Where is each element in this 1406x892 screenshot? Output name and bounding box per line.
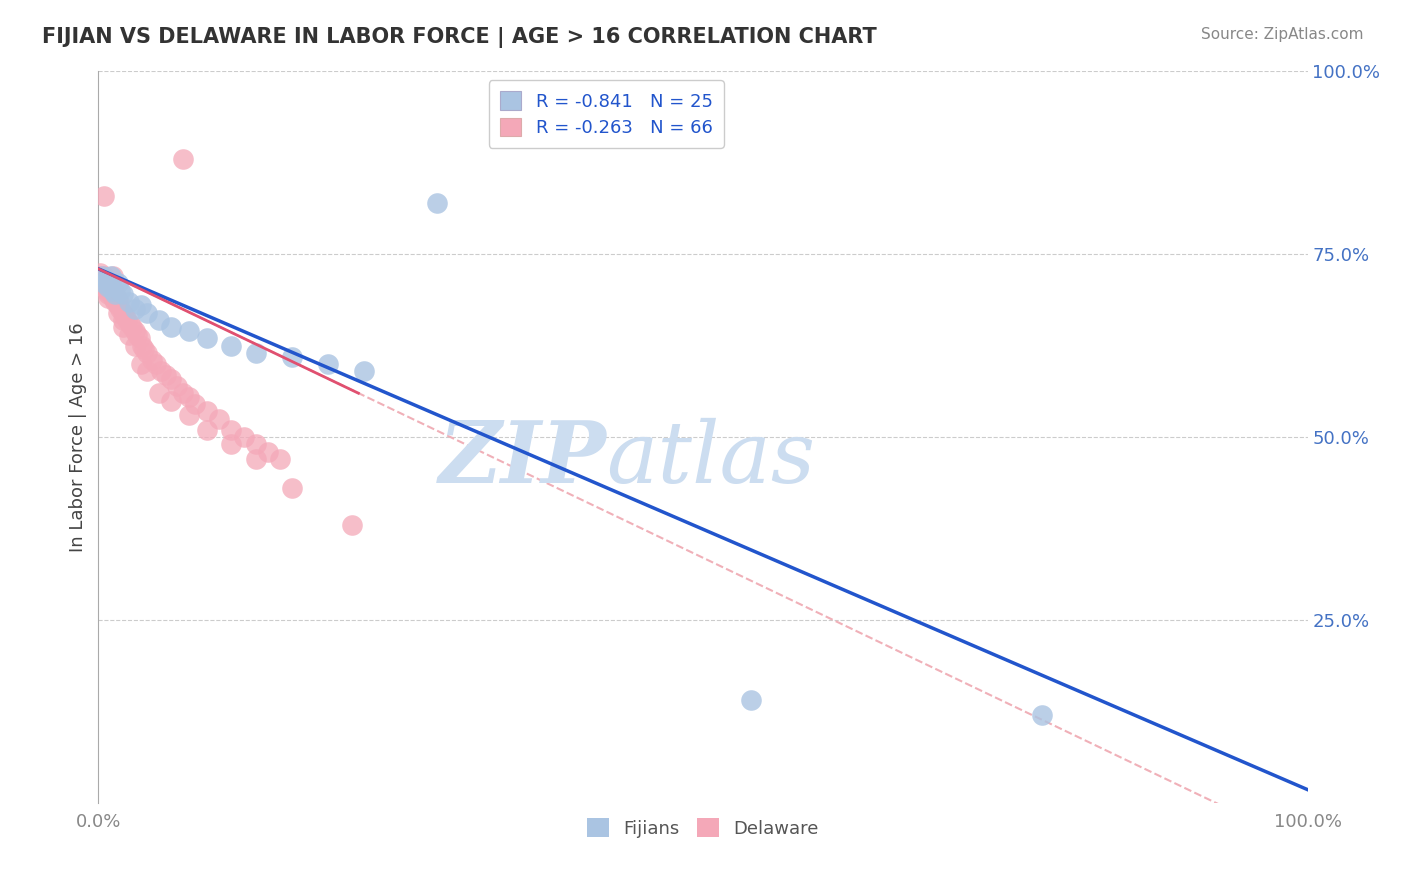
Point [145, 357, 167, 371]
Point [281, 350, 304, 364]
Point [148, 313, 170, 327]
Point [172, 386, 194, 401]
Point [195, 331, 218, 345]
Point [111, 320, 134, 334]
Point [97, 291, 120, 305]
Point [179, 324, 201, 338]
Point [101, 269, 124, 284]
Point [221, 437, 243, 451]
Point [107, 277, 129, 291]
Point [100, 277, 122, 291]
Point [245, 452, 267, 467]
Point [1031, 708, 1053, 723]
Y-axis label: In Labor Force | Age > 16: In Labor Force | Age > 16 [69, 322, 87, 552]
Point [90, 269, 112, 284]
Point [104, 294, 127, 309]
Point [93, 277, 115, 291]
Point [134, 343, 156, 357]
Text: FIJIAN VS DELAWARE IN LABOR FORCE | AGE > 16 CORRELATION CHART: FIJIAN VS DELAWARE IN LABOR FORCE | AGE … [42, 27, 877, 48]
Point [342, 517, 364, 532]
Text: Source: ZipAtlas.com: Source: ZipAtlas.com [1201, 27, 1364, 42]
Point [281, 481, 304, 495]
Point [108, 301, 131, 317]
Point [105, 291, 128, 305]
Point [124, 324, 146, 338]
Point [160, 393, 183, 408]
Point [155, 368, 177, 382]
Point [121, 320, 143, 334]
Text: ZIP: ZIP [439, 417, 606, 500]
Point [93, 188, 115, 202]
Point [129, 357, 152, 371]
Point [93, 280, 115, 294]
Point [160, 371, 183, 385]
Point [148, 386, 170, 401]
Point [124, 301, 146, 317]
Point [100, 284, 122, 298]
Point [135, 306, 157, 320]
Point [221, 423, 243, 437]
Point [96, 284, 118, 298]
Point [208, 412, 231, 426]
Point [108, 284, 131, 298]
Point [118, 327, 141, 342]
Point [96, 277, 118, 291]
Point [111, 287, 134, 301]
Point [426, 196, 449, 211]
Point [256, 444, 278, 458]
Point [100, 269, 122, 284]
Point [128, 331, 150, 345]
Point [97, 280, 120, 294]
Point [117, 313, 139, 327]
Point [141, 353, 163, 368]
Text: atlas: atlas [606, 417, 815, 500]
Point [114, 310, 136, 324]
Point [104, 287, 127, 301]
Point [269, 452, 291, 467]
Point [179, 390, 201, 404]
Point [184, 397, 207, 411]
Point [93, 269, 115, 284]
Point [127, 327, 149, 342]
Point [118, 294, 141, 309]
Point [91, 273, 114, 287]
Point [135, 364, 157, 378]
Point [316, 357, 339, 371]
Point [232, 430, 254, 444]
Point [98, 280, 121, 294]
Point [245, 346, 267, 360]
Point [195, 423, 218, 437]
Point [107, 298, 129, 312]
Point [101, 291, 124, 305]
Point [94, 273, 117, 287]
Point [740, 693, 762, 707]
Point [135, 346, 157, 360]
Point [108, 294, 131, 309]
Point [111, 313, 134, 327]
Point [97, 287, 120, 301]
Point [160, 320, 183, 334]
Legend: Fijians, Delaware: Fijians, Delaware [579, 811, 827, 845]
Point [172, 152, 194, 166]
Point [124, 338, 146, 352]
Point [131, 338, 153, 352]
Point [195, 404, 218, 418]
Point [245, 437, 267, 451]
Point [129, 298, 152, 312]
Point [101, 284, 124, 298]
Point [353, 364, 375, 378]
Point [94, 273, 117, 287]
Point [89, 266, 111, 280]
Point [91, 269, 114, 284]
Point [107, 306, 129, 320]
Point [166, 379, 188, 393]
Point [150, 364, 173, 378]
Point [221, 338, 243, 352]
Point [111, 306, 134, 320]
Point [103, 284, 125, 298]
Point [179, 408, 201, 422]
Point [118, 317, 141, 331]
Point [91, 277, 114, 291]
Point [100, 287, 122, 301]
